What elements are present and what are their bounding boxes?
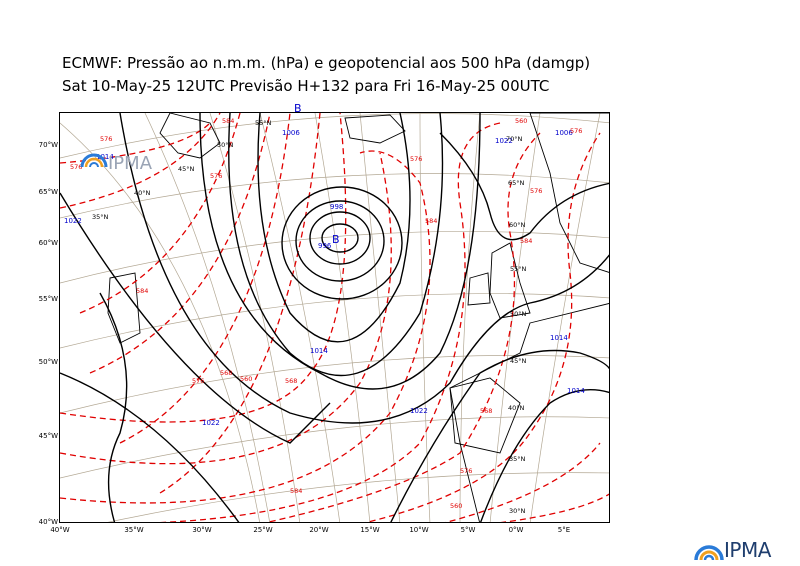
- isobar-label: 996: [318, 242, 332, 250]
- map-title: ECMWF: Pressão ao n.m.m. (hPa) e geopote…: [62, 54, 591, 72]
- geopotential-label: 568: [220, 369, 232, 377]
- isobar-label: 1006: [555, 129, 573, 137]
- isobar-label-group: 1014 1022 998 996 1014 1022 1022 1014 10…: [64, 129, 585, 427]
- grid-label: 55°N: [510, 265, 527, 273]
- grid-label: 70°N: [506, 135, 523, 143]
- geopotential-label: 576: [530, 187, 542, 195]
- y-tick-label: 45°W: [38, 432, 58, 440]
- low-pressure-center: B: [332, 233, 340, 246]
- grid-label: 60°N: [509, 221, 526, 229]
- geopotential-label: 560: [240, 375, 252, 383]
- ipma-logo: IPMA: [694, 538, 784, 562]
- y-tick-label: 70°W: [38, 141, 58, 149]
- grid-label: 35°N: [92, 213, 109, 221]
- isobar-label: 1014: [550, 334, 568, 342]
- geopotential-label: 560: [450, 502, 462, 510]
- x-tick-label: 10°W: [409, 526, 429, 534]
- geopotential-label: 584: [136, 287, 148, 295]
- grid-label: 40°N: [134, 189, 151, 197]
- y-tick-label: 60°W: [38, 239, 58, 247]
- geopotential-label: 568: [285, 377, 297, 385]
- ipma-map-logo-text: IPMA: [108, 153, 153, 174]
- y-tick-label: 55°W: [38, 295, 58, 303]
- x-tick-label: 30°W: [192, 526, 212, 534]
- geopotential-label-group: 576 576 576 584 584 576 568 560 568 576 …: [70, 117, 582, 510]
- grid-label: 35°N: [509, 455, 526, 463]
- grid-label: 30°N: [509, 507, 526, 515]
- geopotential-label: 584: [425, 217, 437, 225]
- x-tick-label: 40°W: [50, 526, 70, 534]
- x-tick-label: 35°W: [124, 526, 144, 534]
- geopotential-label: 568: [480, 407, 492, 415]
- geopotential-label: 576: [100, 135, 112, 143]
- geopotential-label: 576: [192, 377, 204, 385]
- geopotential-label: 576: [570, 127, 582, 135]
- x-tick-label: 0°W: [508, 526, 524, 534]
- ipma-logo-text: IPMA: [724, 538, 771, 562]
- geopotential-label: 576: [460, 467, 472, 475]
- geopotential-label: 576: [410, 155, 422, 163]
- coastlines: [107, 113, 609, 522]
- isobar-label: 998: [330, 203, 343, 211]
- x-tick-label: 15°W: [360, 526, 380, 534]
- x-tick-label: 25°W: [253, 526, 273, 534]
- grid-label: 55°N: [255, 119, 272, 127]
- grid-label: 45°N: [510, 357, 527, 365]
- y-tick-label: 40°W: [38, 518, 58, 526]
- weather-map: 1014 1022 998 996 1014 1022 1022 1014 10…: [59, 112, 610, 523]
- high-pressure-center-top: B: [294, 102, 302, 115]
- geopotential-lines: [60, 113, 609, 522]
- isobar-label: 1022: [64, 217, 82, 225]
- geopotential-label: 584: [222, 117, 234, 125]
- isobar-label: 1022: [202, 419, 220, 427]
- geopotential-label: 584: [290, 487, 302, 495]
- grid-label: 65°N: [508, 179, 525, 187]
- x-tick-label: 20°W: [309, 526, 329, 534]
- isobar-label: 1014: [310, 347, 328, 355]
- isobar-label: 1022: [410, 407, 428, 415]
- x-tick-label: 5°E: [557, 526, 571, 534]
- isobar-label: 1014: [96, 153, 114, 161]
- geopotential-label: 576: [70, 163, 82, 171]
- isobar-label: 1014: [567, 387, 585, 395]
- grid-label-group: 55°N 50°N 45°N 40°N 35°N 70°N 65°N 60°N …: [92, 119, 527, 515]
- geopotential-label: 576: [210, 172, 222, 180]
- grid-label: 40°N: [508, 404, 525, 412]
- y-tick-label: 50°W: [38, 358, 58, 366]
- map-subtitle: Sat 10-May-25 12UTC Previsão H+132 para …: [62, 77, 550, 95]
- isobar-label: 1022: [495, 137, 513, 145]
- geopotential-label: 584: [520, 237, 532, 245]
- grid-label: 50°N: [510, 310, 527, 318]
- ipma-map-logo: IPMA: [80, 153, 153, 174]
- isobar-label: 1006: [282, 129, 300, 137]
- grid-label: 50°N: [217, 141, 234, 149]
- geopotential-label: 560: [515, 117, 527, 125]
- y-tick-label: 65°W: [38, 188, 58, 196]
- x-tick-label: 5°W: [460, 526, 476, 534]
- isobars: [60, 113, 609, 522]
- grid-label: 45°N: [178, 165, 195, 173]
